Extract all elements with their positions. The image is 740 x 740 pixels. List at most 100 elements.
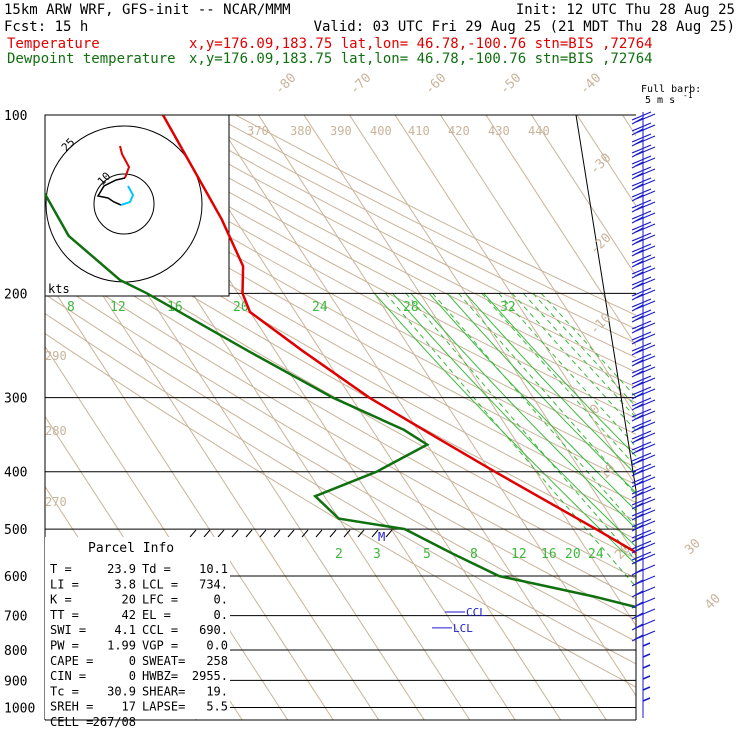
wind-barb-flag <box>635 597 656 607</box>
theta-label: 370 <box>247 124 269 138</box>
lcl-label: LCL <box>453 622 473 635</box>
wind-barb-flag <box>631 254 652 264</box>
wind-barb-flag <box>631 166 652 176</box>
wind-barb-flag <box>635 245 656 255</box>
header-model-title: 15km ARW WRF, GFS-init -- NCAR/MMM <box>4 2 291 18</box>
dry-adiabat-line <box>45 312 636 665</box>
theta-label: 440 <box>528 124 550 138</box>
wind-barb-flag <box>631 452 652 462</box>
dry-adiabat-line <box>141 115 636 373</box>
parcel-value: 17 <box>122 700 136 714</box>
wind-barb-flag <box>631 375 652 385</box>
wind-barb-flag <box>631 529 652 539</box>
pressure-label: 900 <box>4 674 27 689</box>
theta-label: 280 <box>45 424 67 438</box>
wind-barb-flag <box>635 135 656 145</box>
pressure-label: 200 <box>4 287 27 302</box>
isotherm-label: -50 <box>497 71 524 98</box>
dry-adiabat-line <box>45 332 636 688</box>
mixing-ratio-label: 16 <box>541 547 557 562</box>
parcel-label: VGP = <box>142 639 178 653</box>
wind-barb-flag <box>631 111 652 121</box>
isotherm-line <box>303 115 636 627</box>
wind-barb-flag <box>635 542 656 552</box>
wind-barb-flag <box>635 421 656 431</box>
dry-adiabat-line <box>211 115 636 330</box>
dry-adiabat-line <box>235 115 636 316</box>
hatch-mark <box>315 529 323 538</box>
parcel-label: HWBZ= <box>142 669 178 683</box>
wind-barb <box>642 675 651 680</box>
hatch-mark <box>259 529 267 538</box>
wind-barb-flag <box>631 518 652 528</box>
parcel-value: 42 <box>122 608 136 622</box>
wind-barb-flag <box>631 276 652 286</box>
dry-adiabat-line <box>45 188 636 522</box>
wind-barb-flag <box>635 300 656 310</box>
parcel-value: 3.8 <box>114 577 136 591</box>
wind-barb <box>642 653 651 658</box>
wind-barb <box>642 686 651 691</box>
barb-legend-exponent: -1 <box>683 91 693 100</box>
wind-barb-flag <box>631 265 652 275</box>
parcel-value: 0. <box>214 593 228 607</box>
hatch-mark <box>371 529 379 538</box>
isotherm-line <box>531 115 636 277</box>
parcel-value: 1.99 <box>107 639 136 653</box>
mixing-ratio-label: 12 <box>110 300 126 315</box>
dry-adiabat-line <box>46 115 636 435</box>
moist-adiabat-line <box>446 292 636 494</box>
hodograph-low <box>120 185 135 206</box>
barb-legend-value: 5 m s <box>645 95 675 106</box>
pressure-label: 100 <box>4 109 27 124</box>
wind-barb-flag <box>635 564 656 574</box>
hatch-mark <box>203 529 211 538</box>
wind-barb-flag <box>635 190 656 200</box>
wind-barb-flag <box>635 586 656 596</box>
parcel-label: LAPSE= <box>142 700 185 714</box>
legend-temperature-info: x,y=176.09,183.75 lat,lon= 46.78,-100.76… <box>189 36 653 52</box>
mixing-ratio-label: 12 <box>511 547 527 562</box>
wind-barb-flag <box>635 608 656 618</box>
wind-barb-flag <box>631 199 652 209</box>
wind-barb-flag <box>635 256 656 266</box>
ccl-label: CCL <box>466 606 486 619</box>
mixing-ratio-line <box>458 292 636 496</box>
hatch-mark <box>287 529 295 538</box>
wind-barb-flag <box>631 298 652 308</box>
pressure-label: 500 <box>4 523 27 538</box>
isotherm-label: -70 <box>347 71 374 98</box>
header-valid-time: Valid: 03 UTC Fri 29 Aug 25 (21 MDT Thu … <box>314 19 735 35</box>
wind-barb-flag <box>631 287 652 297</box>
hatch-mark <box>357 529 365 538</box>
wind-barb <box>642 664 651 669</box>
pressure-label: 700 <box>4 610 27 625</box>
wind-barb-flag <box>635 355 656 365</box>
wind-barb-flag <box>635 388 656 398</box>
dry-adiabat-line <box>45 293 636 643</box>
wind-barb-flag <box>631 353 652 363</box>
temperature-profile <box>161 115 636 554</box>
wind-barb-flag <box>631 144 652 154</box>
hatch-mark <box>217 529 225 538</box>
wind-barb-flag <box>635 454 656 464</box>
hatch-mark <box>245 529 253 538</box>
theta-label: 400 <box>370 124 392 138</box>
wind-barb-flag <box>635 630 656 640</box>
pressure-label: 800 <box>4 644 27 659</box>
parcel-value: 20 <box>122 593 136 607</box>
parcel-label: CCL = <box>142 623 178 637</box>
moist-adiabat-line <box>374 292 636 566</box>
dry-adiabat-line <box>45 221 636 560</box>
wind-barb-flag <box>631 221 652 231</box>
wind-barb-flag <box>631 496 652 506</box>
wind-barb-flag <box>631 155 652 165</box>
wind-barb-flag <box>635 289 656 299</box>
header-init-time: Init: 12 UTC Thu 28 Aug 25 <box>516 2 735 18</box>
hatch-mark <box>231 529 239 538</box>
mixing-ratio-label: 8 <box>67 300 75 315</box>
wind-barb-flag <box>635 465 656 475</box>
isotherm-line <box>349 115 636 557</box>
dry-adiabat-line <box>45 205 636 541</box>
